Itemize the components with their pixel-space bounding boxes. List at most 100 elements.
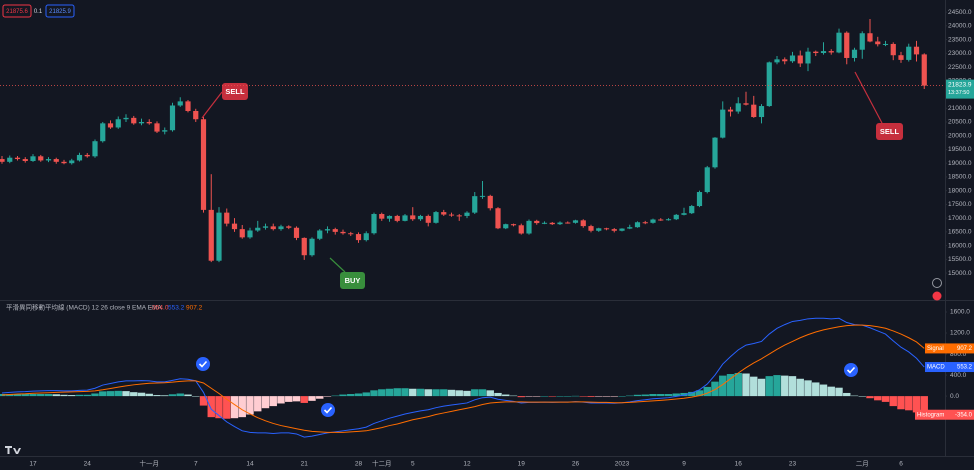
candle-body [588,226,594,231]
candle-body [836,32,842,53]
candle-body [464,212,470,216]
y-tick-label: 15500.0 [948,256,972,263]
histogram-bar [719,375,727,397]
candle-body [751,104,757,118]
candle-body [425,215,431,223]
x-tick-label: 6 [899,461,903,468]
histogram-bar [463,390,471,397]
check-icon[interactable] [844,363,858,377]
candle-body [867,33,873,42]
histogram-bar [587,396,595,397]
candle-body [774,59,780,63]
histogram-bar [695,390,704,397]
candle-body [681,213,687,215]
candle-body [696,192,703,207]
y-tick-label: 20000.0 [948,132,972,139]
candle-body [355,234,362,241]
histogram-bar [478,389,487,397]
histogram-bar [517,396,525,398]
candle-body [720,109,726,138]
candle-body [495,208,501,229]
histogram-bar [254,396,262,412]
candle-body [890,43,896,56]
check-icon[interactable] [196,357,210,371]
check-mark[interactable] [323,406,333,414]
histogram-bar [207,396,215,418]
candle-body [402,215,408,221]
histogram-bar [742,373,750,397]
histogram-bar [533,396,541,397]
candle-body [479,195,486,197]
candle-body [169,105,176,131]
histogram-value: -354.0 [150,305,169,312]
candle-body [231,223,238,230]
histogram-bar [502,394,510,397]
histogram-bar [37,394,45,397]
histogram-bar [664,394,673,397]
candle-body [743,103,749,105]
buy-box[interactable] [2,4,32,18]
histogram-bar [897,396,905,410]
y-tick-label: 19000.0 [948,160,972,167]
sell-price[interactable]: 21825.9 [49,9,71,15]
candle-body [572,220,579,223]
candle-body [410,215,416,220]
candle-body [433,212,439,223]
indicator-tag-value: 553.2 [957,365,973,371]
y-tick-label: 18500.0 [948,174,972,181]
candle-body [782,59,788,62]
annotation-pointer [854,71,883,124]
logo[interactable] [5,446,21,454]
check-circle[interactable] [321,403,335,417]
histogram-bar [68,395,76,397]
histogram-bar [323,396,332,397]
candle-body [611,229,617,231]
histogram-bar [106,391,115,397]
histogram-bar [548,396,556,397]
x-tick-label: 7 [194,461,198,468]
annotation-pointer [329,257,346,273]
histogram-bar [556,396,564,397]
check-circle[interactable] [844,363,858,377]
indicator-line [1,317,925,438]
candle-body [224,212,230,224]
x-tick-label: 十一月 [140,459,160,468]
signal-value: 907.2 [186,305,203,312]
histogram-bar [230,396,239,419]
candle-body [53,159,59,162]
candle-body [340,231,346,234]
flag-icon[interactable] [932,291,942,301]
histogram-bar [471,389,479,397]
candle-body [293,227,300,238]
histogram-bar [812,382,820,397]
settings-icon[interactable] [932,278,942,288]
check-icon[interactable] [321,403,335,417]
histogram-bar [75,394,84,397]
candle-body [348,233,354,235]
histogram-bar [827,386,835,397]
histogram-bar [114,390,122,397]
histogram-bar [153,395,161,397]
candle-body [634,222,641,228]
histogram-bar [99,391,107,397]
histogram-bar [440,389,448,397]
histogram-bar [13,394,22,397]
check-circle[interactable] [196,357,210,371]
histogram-bar [292,396,301,402]
candle-body [805,51,811,64]
histogram-bar [595,396,603,397]
sell-box[interactable] [45,4,75,18]
indicator-tag-name: Histogram [917,412,944,418]
histogram-bar [331,395,339,397]
candle-body [239,229,245,238]
check-mark[interactable] [198,360,208,368]
candle-body [526,220,532,234]
histogram-bar [354,393,363,397]
histogram-bar [610,396,618,397]
candle-body [216,212,222,261]
check-mark[interactable] [846,366,856,374]
indicator-line [1,324,925,433]
candle-body [22,159,28,161]
buy-price[interactable]: 21875.6 [6,9,28,15]
